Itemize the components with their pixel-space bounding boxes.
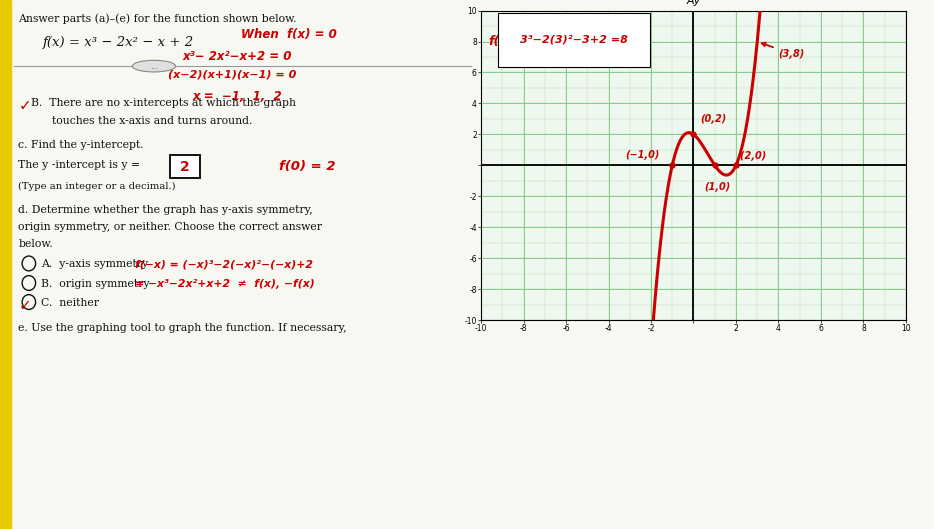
Text: = −x³−2x²+x+2  ≠  f(x), −f(x): = −x³−2x²+x+2 ≠ f(x), −f(x) (134, 279, 315, 289)
Text: ✓: ✓ (19, 298, 31, 313)
Text: f(x) = x³ − 2x² − x + 2: f(x) = x³ − 2x² − x + 2 (43, 36, 194, 49)
FancyBboxPatch shape (170, 155, 200, 178)
Text: (0,2): (0,2) (700, 114, 726, 124)
Text: ...: ... (150, 61, 158, 71)
Text: e. Use the graphing tool to graph the function. If necessary,: e. Use the graphing tool to graph the fu… (19, 323, 347, 333)
Text: (2,​0): (2,​0) (741, 151, 767, 161)
Text: below.: below. (19, 239, 53, 249)
Text: B.  origin symmetry: B. origin symmetry (41, 279, 149, 289)
Text: f(3)=: f(3)= (488, 35, 524, 48)
Text: The y -intercept is y =: The y -intercept is y = (19, 160, 140, 170)
Text: origin symmetry, or neither. Choose the correct answer: origin symmetry, or neither. Choose the … (19, 222, 322, 232)
Text: f(−x) = (−x)³−2(−x)²−(−x)+2: f(−x) = (−x)³−2(−x)²−(−x)+2 (134, 259, 313, 269)
Ellipse shape (133, 60, 176, 72)
Text: When  f(x) = 0: When f(x) = 0 (241, 28, 336, 41)
Text: c. Find the y-intercept.: c. Find the y-intercept. (19, 140, 144, 150)
Text: Ay: Ay (686, 0, 700, 6)
Text: A.  y-axis symmetry: A. y-axis symmetry (41, 259, 148, 269)
Text: touches the x-axis and turns around.: touches the x-axis and turns around. (31, 116, 252, 126)
Text: (−1,0): (−1,0) (626, 150, 660, 160)
Text: C.  neither: C. neither (41, 298, 99, 308)
Bar (0, 0, 10, 529)
Text: B.  There are no x-intercepts at which the graph: B. There are no x-intercepts at which th… (31, 98, 296, 108)
Text: (Type an integer or a decimal.): (Type an integer or a decimal.) (19, 181, 176, 190)
Text: (x−2)(x+1)(x−1) = 0: (x−2)(x+1)(x−1) = 0 (168, 70, 297, 80)
Text: 2: 2 (180, 160, 190, 174)
Text: Answer parts (a)–(e) for the function shown below.: Answer parts (a)–(e) for the function sh… (19, 13, 297, 24)
Text: x³− 2x²−x+2 = 0: x³− 2x²−x+2 = 0 (183, 50, 292, 63)
Text: (1,0): (1,0) (704, 182, 730, 192)
Text: (3,8): (3,8) (762, 43, 805, 59)
Text: x =  −1,  1,  2: x = −1, 1, 2 (192, 90, 282, 103)
Text: f(0) = 2: f(0) = 2 (279, 160, 335, 173)
Text: d. Determine whether the graph has y-axis symmetry,: d. Determine whether the graph has y-axi… (19, 205, 313, 215)
Text: 3³−2(3)²−3+2 =8: 3³−2(3)²−3+2 =8 (520, 35, 628, 45)
Text: ✓: ✓ (19, 98, 31, 113)
